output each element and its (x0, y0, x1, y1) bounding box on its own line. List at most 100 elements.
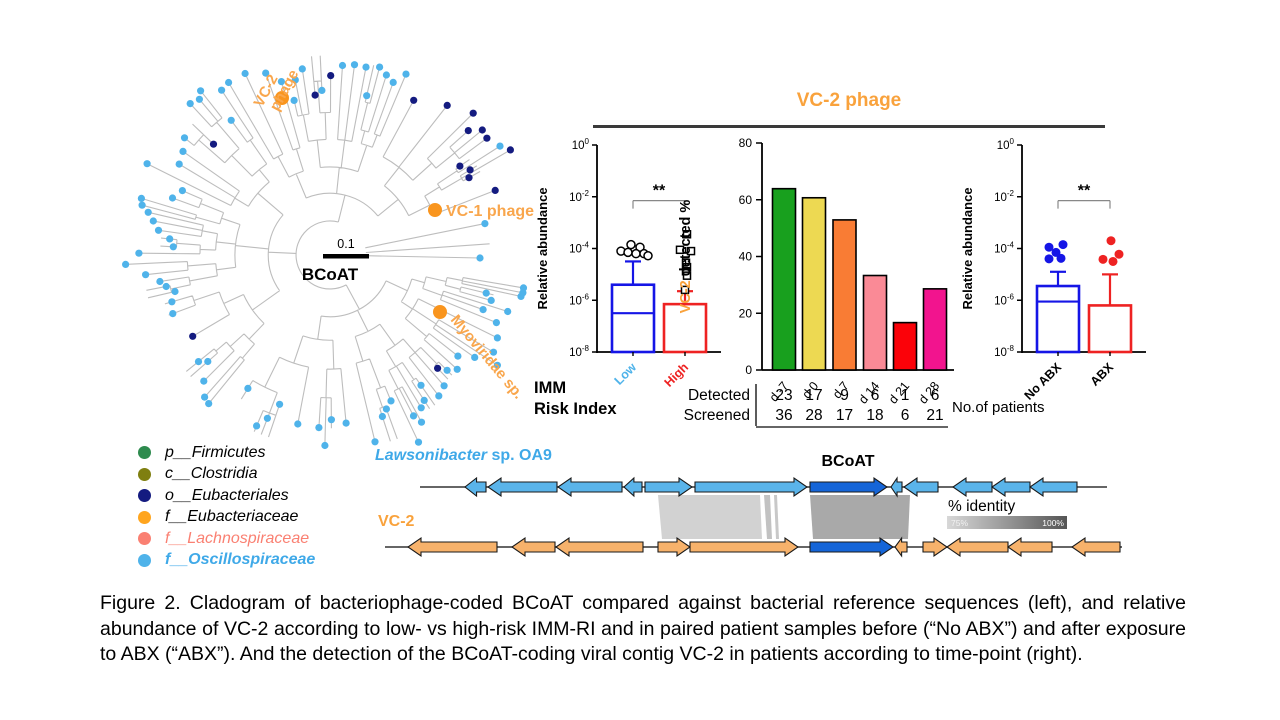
leaf-dot (244, 384, 252, 392)
identity-max-label: 100% (1042, 518, 1064, 528)
table-cell: 36 (775, 407, 792, 424)
leaf-dot (162, 282, 170, 291)
leaf-dot (186, 100, 194, 108)
data-point-circle (1044, 242, 1054, 252)
leaf-dot (318, 86, 326, 94)
y-tick-label: 100 (572, 137, 590, 152)
vc2-phage-marker (275, 91, 289, 105)
leaf-dot (483, 134, 491, 142)
gene-arrow (952, 476, 993, 498)
data-point-circle (626, 239, 636, 250)
leaf-dot (378, 412, 386, 421)
gene-arrow (946, 536, 1009, 558)
leaf-dot (142, 271, 150, 279)
leaf-dot (382, 405, 390, 413)
leaf-dot (122, 260, 130, 268)
leaf-dot (492, 319, 500, 327)
gene-arrow (809, 536, 894, 558)
data-point-square (675, 245, 685, 255)
legend-dot-icon (138, 467, 151, 481)
leaf-dot (338, 61, 347, 70)
leaf-dot (434, 364, 442, 372)
legend-label: o__Eubacteriales (165, 486, 289, 504)
leaf-dot (414, 438, 423, 446)
table-cell: 21 (926, 407, 943, 424)
legend-label: f__Lachnospiraceae (165, 529, 310, 547)
leaf-dot (225, 78, 233, 87)
y-tick-label: 10-6 (994, 292, 1014, 307)
leaf-dot (178, 187, 186, 195)
leaf-dot (465, 174, 473, 182)
gene-arrow (464, 476, 487, 498)
vc1-phage-marker (428, 203, 442, 217)
legend-item: o__Eubacteriales (138, 485, 315, 507)
leaf-dot (138, 201, 146, 209)
data-point-circle (1098, 254, 1108, 264)
leaf-dot (409, 412, 418, 420)
leaf-dot (321, 441, 329, 450)
leaf-dot (482, 289, 490, 297)
leaf-dot (154, 226, 163, 234)
leaf-dot (276, 400, 284, 408)
gene-arrow (657, 536, 691, 558)
leaf-dot (519, 284, 528, 292)
leaf-dot (201, 393, 209, 401)
track-label: Lawsonibacter sp. OA9 (375, 447, 552, 464)
legend-dot-icon (138, 553, 151, 567)
leaf-dot (311, 91, 319, 99)
y-tick-label: 10-2 (569, 189, 589, 204)
homology-block (810, 495, 910, 539)
tree-branches (125, 55, 524, 446)
gene-arrow (557, 476, 623, 498)
table-cell: 6 (871, 387, 880, 404)
leaf-dot (362, 63, 370, 71)
leaf-dot (371, 438, 379, 446)
leaf-dot (179, 147, 187, 155)
gene-arrow (694, 476, 808, 498)
leaf-dot (195, 95, 203, 103)
legend-item: f__Lachnospiraceae (138, 528, 315, 550)
leaf-dot (417, 404, 425, 412)
leaf-dot (168, 194, 177, 202)
gene-arrow (407, 536, 498, 558)
box (1035, 284, 1081, 354)
legend-item: c__Clostridia (138, 464, 315, 486)
leaf-dot (504, 307, 512, 316)
myoviridae-marker (433, 305, 447, 319)
leaf-dot (194, 358, 203, 366)
leaf-dot (363, 92, 371, 100)
y-tick-label: 10-8 (569, 344, 589, 359)
leaf-dot (180, 134, 189, 142)
data-point-circle (643, 250, 653, 261)
leaf-dot (454, 352, 462, 360)
table-row-label: Screened (684, 407, 750, 424)
leaf-dot (298, 65, 306, 73)
bar (922, 288, 948, 371)
y-tick-label: 40 (739, 250, 753, 264)
y-tick-label: 80 (739, 136, 753, 150)
leaf-dot (290, 96, 298, 104)
bar (862, 274, 888, 371)
leaf-dot (262, 69, 270, 77)
leaf-dot (169, 243, 177, 251)
leaf-dot (327, 72, 335, 80)
leaf-dot (453, 365, 461, 373)
leaf-dot (420, 396, 428, 404)
data-point-circle (623, 247, 633, 258)
significance-stars: ** (653, 183, 666, 200)
gene-arrow (922, 536, 948, 558)
leaf-dot (387, 397, 395, 405)
table-cell: 17 (805, 387, 822, 404)
leaf-dot (493, 361, 501, 369)
bcoat-center-label: BCoAT (302, 265, 359, 284)
y-tick-label: 0 (745, 363, 752, 377)
legend-item: p__Firmicutes (138, 442, 315, 464)
gene-arrow (555, 536, 644, 558)
leaf-dot (491, 186, 499, 194)
data-point-circle (631, 248, 641, 259)
leaf-dot (469, 109, 477, 117)
leaf-dot (241, 69, 249, 78)
